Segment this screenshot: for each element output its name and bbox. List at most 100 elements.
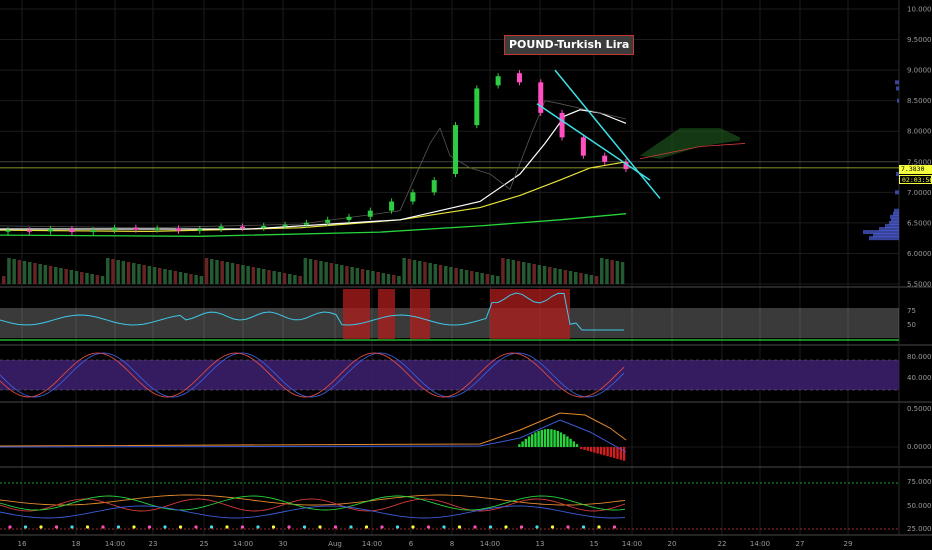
stoch-k-line xyxy=(0,352,625,398)
ma-green xyxy=(0,213,627,237)
volume-bar xyxy=(168,270,172,284)
candle-body xyxy=(112,227,118,231)
time-tick-label: 20 xyxy=(668,540,677,548)
price-tick-label: 6.0000 xyxy=(907,250,932,258)
time-tick-label: 14:00 xyxy=(480,540,500,548)
volume-bar xyxy=(464,270,469,284)
indicator-tick-label: 75.0000 xyxy=(907,478,932,486)
indicator-tick-label: 50.0000 xyxy=(907,502,932,510)
volume-bar xyxy=(189,274,193,284)
candle-body xyxy=(580,137,586,156)
volume-bar xyxy=(241,265,245,284)
volume-profile-bar xyxy=(893,211,899,216)
volume-bar xyxy=(142,265,146,284)
volume-bar xyxy=(527,263,531,284)
macd-hist-down xyxy=(593,447,596,453)
macd-hist-up xyxy=(527,436,531,447)
price-tick-label: 8.5000 xyxy=(907,97,932,105)
volume-bar xyxy=(319,261,323,284)
candle-body xyxy=(5,230,11,232)
volume-bar xyxy=(558,269,562,284)
volume-bar xyxy=(371,271,375,284)
volume-bar xyxy=(610,260,614,284)
volume-bar xyxy=(511,260,516,284)
price-tick-label: 7.5000 xyxy=(907,158,932,166)
volume-bar xyxy=(496,276,500,284)
signal-dot xyxy=(364,525,369,529)
signal-dot xyxy=(163,525,167,529)
volume-bar xyxy=(59,268,63,284)
time-tick-label: 22 xyxy=(718,540,727,548)
cloud-area xyxy=(640,128,740,159)
volume-profile xyxy=(863,80,899,241)
signal-dot xyxy=(457,525,462,529)
indicator-tick-label: 80.0000 xyxy=(907,353,932,361)
volume-bar xyxy=(100,276,105,284)
volume-bar xyxy=(85,273,89,284)
volume-bar xyxy=(615,261,620,284)
volume-bar xyxy=(303,258,308,284)
candle-body xyxy=(133,227,139,230)
volume-bar xyxy=(568,271,573,284)
signal-dot xyxy=(39,525,43,529)
volume-bar xyxy=(12,259,16,284)
stoch-band xyxy=(0,360,899,390)
volume-bar xyxy=(137,264,141,284)
signal-dot xyxy=(209,525,214,529)
macd-hist-up xyxy=(521,441,524,447)
volume-bar xyxy=(444,266,448,284)
volume-profile-bar xyxy=(894,208,899,213)
candle-body xyxy=(282,224,288,227)
macd-hist-down xyxy=(583,447,586,450)
volume-bar xyxy=(412,260,417,284)
signal-dot xyxy=(442,525,446,529)
volume-bar xyxy=(199,276,204,284)
volume-bar xyxy=(272,271,276,284)
macd-hist-up xyxy=(553,429,556,447)
time-tick-label: 18 xyxy=(72,540,81,548)
volume-bar xyxy=(7,258,11,284)
volume-bar xyxy=(152,267,157,284)
candle-body xyxy=(90,230,96,233)
volume-bar xyxy=(194,275,198,284)
volume-bar xyxy=(314,260,318,284)
volume-bar xyxy=(163,269,167,284)
indicator-tick-label: 75 xyxy=(907,307,916,315)
volume-bar xyxy=(324,262,328,284)
macd-hist-down xyxy=(609,447,613,458)
volume-bar xyxy=(116,260,120,284)
dmi-blue-line xyxy=(0,505,626,519)
volume-bar xyxy=(334,264,339,284)
volume-bar xyxy=(501,258,505,284)
volume-bar xyxy=(277,272,282,284)
volume-bar xyxy=(38,264,42,284)
volume-bar xyxy=(355,268,360,284)
macd-hist-down xyxy=(603,447,606,456)
candle-body xyxy=(495,76,501,86)
signal-dot xyxy=(302,525,307,529)
macd-hist-down xyxy=(586,447,589,451)
volume-bar xyxy=(43,265,48,284)
volume-bar xyxy=(28,262,32,284)
time-tick-label: 14:00 xyxy=(233,540,253,548)
signal-dot xyxy=(225,525,229,529)
volume-profile-bar xyxy=(873,233,899,238)
volume-bar xyxy=(402,258,406,284)
candle-body xyxy=(69,229,75,233)
volume-bar xyxy=(350,267,354,284)
volume-bar xyxy=(69,270,74,284)
stoch-d-line xyxy=(0,352,625,398)
macd-hist-up xyxy=(550,429,553,447)
volume-bar xyxy=(308,259,313,284)
volume-bar xyxy=(376,272,380,284)
signal-dot xyxy=(287,525,291,529)
time-tick-label: 29 xyxy=(844,540,853,548)
signal-dot xyxy=(581,525,586,529)
macd-line xyxy=(0,419,627,453)
volume-profile-bar xyxy=(869,236,899,241)
volume-bar xyxy=(267,270,271,284)
signal-dot xyxy=(256,525,260,529)
time-tick-label: 15 xyxy=(590,540,599,548)
macd-hist-up xyxy=(524,438,527,447)
